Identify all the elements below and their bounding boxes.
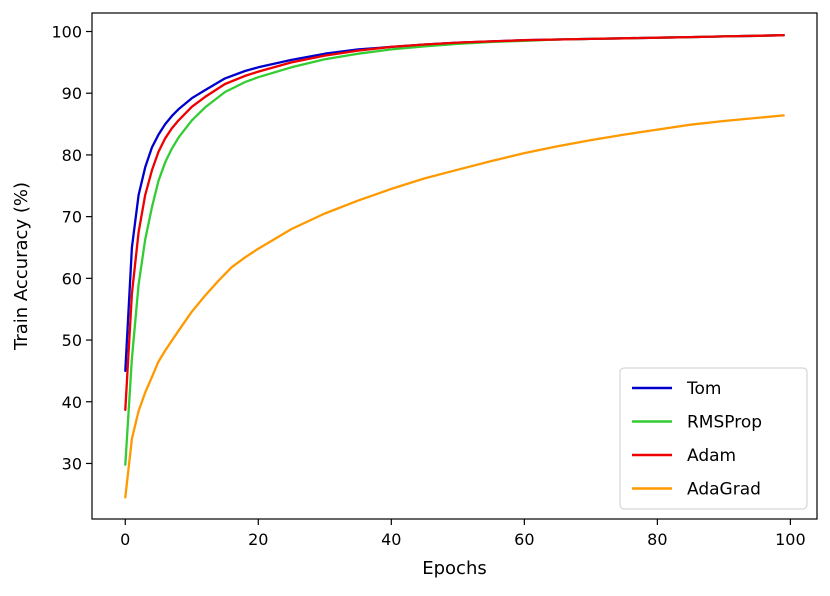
- plot-frame: [91, 12, 818, 520]
- y-tick-label: 30: [62, 454, 82, 473]
- series-line-adam: [124, 34, 785, 411]
- x-tick-label: 0: [120, 530, 130, 549]
- y-tick-label: 90: [62, 84, 82, 103]
- series-line-adagrad: [124, 114, 785, 499]
- legend-label-adagrad: AdaGrad: [687, 480, 761, 500]
- y-tick-label: 80: [62, 146, 82, 165]
- x-tick-label: 40: [381, 530, 401, 549]
- legend: Tom RMSProp Adam AdaGrad: [619, 367, 808, 510]
- x-tick-label: 80: [647, 530, 667, 549]
- y-tick-label: 70: [62, 208, 82, 227]
- legend-label-tom: Tom: [686, 379, 721, 399]
- y-tick-label: 40: [62, 393, 82, 412]
- y-tick-label: 60: [62, 269, 82, 288]
- axes-layer: 0 20 40 60 80 100 30 40 50 60 70 80 90 100: [51, 12, 818, 549]
- series-layer: [124, 34, 785, 499]
- y-tick-label: 100: [51, 23, 82, 42]
- legend-box: [619, 367, 808, 510]
- x-axis-label: Epochs: [422, 558, 487, 579]
- y-tick-label: 50: [62, 331, 82, 350]
- x-tick-label: 60: [514, 530, 534, 549]
- y-axis-label: Train Accuracy (%): [11, 182, 32, 351]
- x-tick-label: 20: [248, 530, 268, 549]
- legend-label-adam: Adam: [687, 446, 736, 466]
- x-tick-label: 100: [775, 530, 806, 549]
- legend-label-rmsprop: RMSProp: [687, 413, 762, 433]
